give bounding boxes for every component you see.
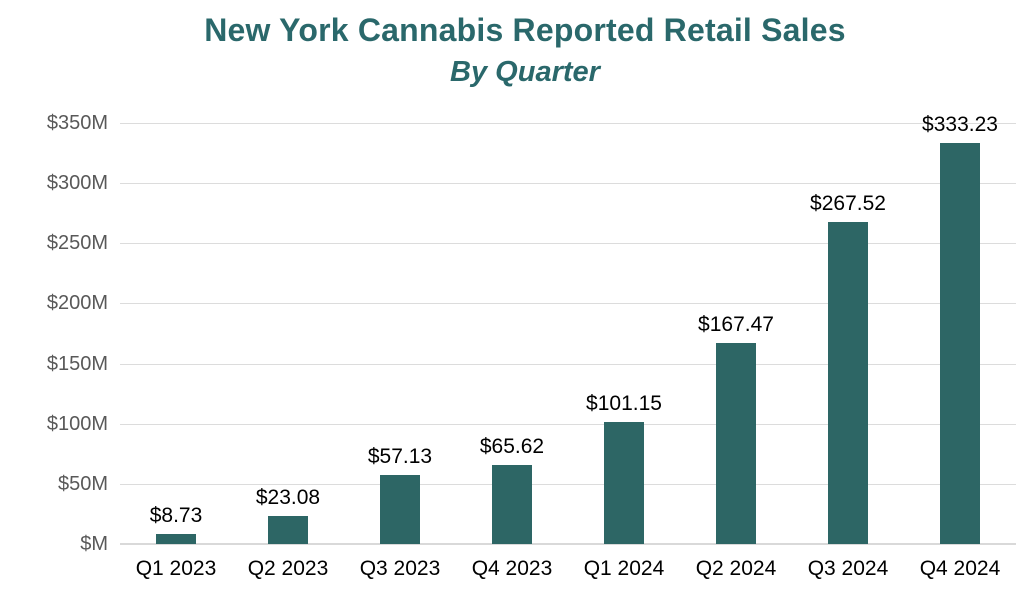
gridline-250m <box>120 243 1016 245</box>
bar-q4-2023 <box>492 465 532 544</box>
y-tick-label-m: $M <box>80 533 108 555</box>
data-label-q3-2023: $57.13 <box>367 445 433 469</box>
plot-area: $M $50M $100M $150M $200M $250M $300M $350M $8.7… <box>47 113 1016 580</box>
y-tick-label-50m: $50M <box>57 472 108 495</box>
x-tick-label-q1-2023: Q1 2023 <box>135 557 217 580</box>
gridline-300m <box>120 183 1016 185</box>
data-label-q4-2023: $65.62 <box>479 435 545 459</box>
bar-q4-2024 <box>940 143 980 544</box>
y-tick-label-350m: $350M <box>46 112 108 134</box>
chart-title: New York Cannabis Reported Retail Sales <box>204 12 846 48</box>
gridline-50m <box>120 483 1016 485</box>
bar-q2-2024 <box>716 342 756 544</box>
bar-q1-2024 <box>604 422 644 544</box>
bar-q1-2023 <box>156 533 196 544</box>
data-label-q4-2024: $333.23 <box>922 113 998 137</box>
x-tick-label-q2-2024: Q2 2024 <box>695 557 777 580</box>
data-label-q3-2024: $267.52 <box>810 192 886 216</box>
chart-subtitle: By Quarter <box>450 56 600 88</box>
x-tick-label-q4-2023: Q4 2023 <box>471 557 553 580</box>
gridline-100m <box>120 423 1016 425</box>
data-label-q2-2024: $167.47 <box>698 312 774 336</box>
gridline-350m <box>120 123 1016 124</box>
gridline-200m <box>120 303 1016 305</box>
data-label-q1-2023: $8.73 <box>149 503 203 527</box>
y-tick-label-250m: $250M <box>46 232 108 255</box>
data-label-q1-2024: $101.15 <box>586 392 662 416</box>
gridline-150m <box>120 363 1016 365</box>
gridline-m <box>120 543 1016 545</box>
x-tick-label-q4-2024: Q4 2024 <box>919 557 1001 580</box>
x-tick-label-q2-2023: Q2 2023 <box>247 557 329 580</box>
x-tick-label-q3-2024: Q3 2024 <box>807 557 889 580</box>
x-tick-label-q1-2024: Q1 2024 <box>583 557 665 580</box>
bar-q3-2023 <box>380 475 420 544</box>
y-tick-label-300m: $300M <box>46 172 108 195</box>
y-tick-label-100m: $100M <box>46 412 108 435</box>
bar-q2-2023 <box>268 516 308 544</box>
y-tick-label-200m: $200M <box>46 292 108 315</box>
bar-q3-2024 <box>828 222 868 544</box>
x-tick-label-q3-2023: Q3 2023 <box>359 557 441 580</box>
y-tick-label-150m: $150M <box>46 352 108 375</box>
data-label-q2-2023: $23.08 <box>255 486 321 510</box>
